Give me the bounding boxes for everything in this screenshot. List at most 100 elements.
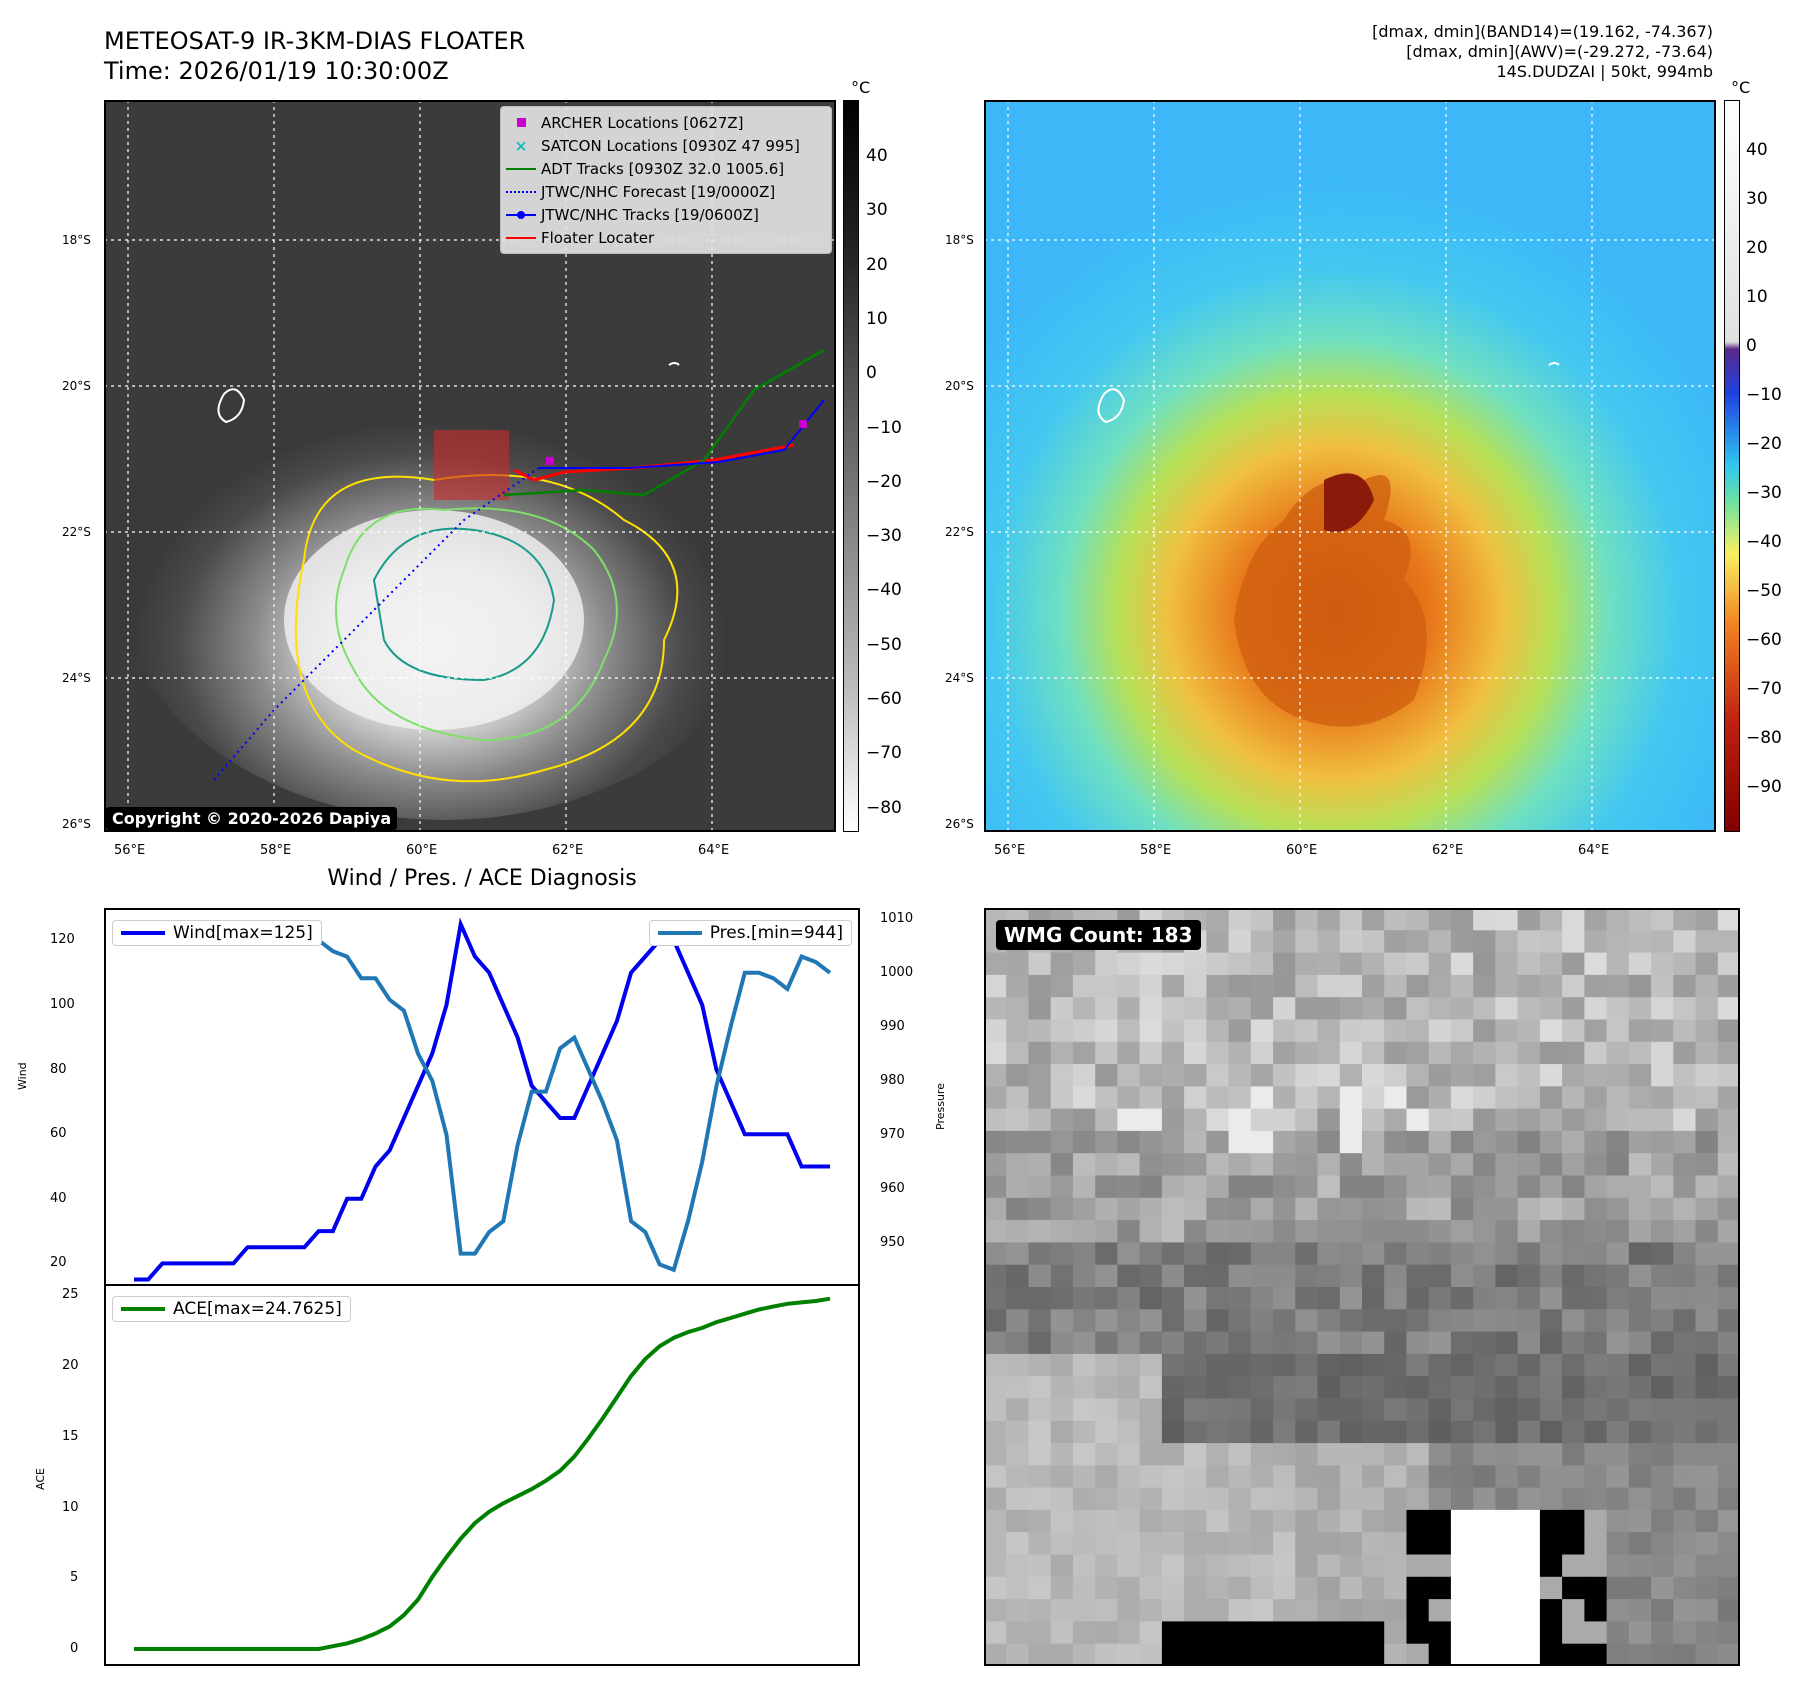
wmg-cell: [1295, 1376, 1319, 1400]
wmg-cell: [1139, 1420, 1163, 1444]
wmg-cell: [1072, 1108, 1096, 1132]
x-marker-icon: ×: [514, 136, 528, 155]
wmg-cell: [1651, 1487, 1674, 1511]
wmg-cell: [1695, 1264, 1719, 1288]
wmg-cell: [1450, 952, 1474, 976]
wmg-cell: [1050, 1086, 1074, 1110]
wmg-cell: [1228, 1086, 1252, 1110]
wmg-cell: [1695, 1331, 1719, 1355]
wmg-cell: [1406, 1242, 1430, 1266]
wmg-cell: [1450, 1175, 1474, 1199]
wmg-cell: [1717, 1175, 1740, 1199]
wmg-cell: [1006, 1108, 1029, 1132]
wmg-cell: [1050, 1398, 1074, 1422]
wmg-cell: [1495, 1376, 1519, 1400]
wmg-cell: [1473, 1353, 1496, 1377]
wmg-cell: [1028, 1197, 1052, 1221]
wmg-cell: [1161, 1599, 1185, 1622]
pressure-tick-label: 1010: [880, 910, 914, 926]
wmg-cell: [1428, 1130, 1452, 1154]
wmg-cell: [1539, 1064, 1563, 1087]
wmg-cell: [1273, 1599, 1296, 1622]
wmg-cell: [1250, 1643, 1274, 1666]
wmg-cell: [1428, 1576, 1452, 1600]
wmg-cell: [1295, 1487, 1319, 1511]
wmg-cell: [1562, 1175, 1585, 1199]
wmg-cell: [1362, 1086, 1385, 1110]
wmg-cell: [1539, 930, 1563, 954]
wmg-cell: [1584, 1532, 1608, 1556]
wmg-cell: [984, 1086, 1007, 1110]
wmg-cell: [1028, 1376, 1052, 1400]
wmg-cell: [1384, 1576, 1407, 1600]
wmg-cell: [1095, 974, 1118, 998]
wmg-cell: [1072, 1220, 1096, 1243]
wmg-cell: [1072, 1621, 1096, 1645]
wmg-cell: [1050, 1465, 1074, 1489]
wmg-cell: [1628, 1420, 1652, 1444]
wmg-cell: [1050, 1420, 1074, 1444]
wmg-cell: [1473, 1175, 1496, 1199]
wmg-cell: [1651, 1420, 1674, 1444]
wmg-cell: [1295, 1621, 1319, 1645]
wmg-cell: [1161, 1086, 1185, 1110]
wmg-cell: [1339, 1487, 1363, 1511]
ir-colorbar: [843, 100, 859, 832]
wmg-cell: [1651, 1576, 1674, 1600]
wmg-cell: [1339, 908, 1363, 931]
wmg-cell: [1139, 1621, 1163, 1645]
wmg-cell: [1517, 1175, 1541, 1199]
wmg-cell: [984, 1130, 1007, 1154]
wmg-cell: [1517, 1130, 1541, 1154]
wmg-cell: [1161, 1041, 1185, 1065]
wmg-cell: [1117, 1264, 1141, 1288]
wmg-cell: [1695, 1064, 1719, 1087]
wmg-cell: [1428, 1554, 1452, 1578]
colorbar-tick-label: −10: [866, 417, 902, 438]
wmg-cell: [1317, 1242, 1341, 1266]
wmg-cell: [1695, 1554, 1719, 1578]
wmg-cell: [1050, 1309, 1074, 1333]
wmg-cell: [1228, 930, 1252, 954]
awv-map-frame: [984, 100, 1716, 832]
wmg-cell: [1384, 1599, 1407, 1622]
wmg-cell: [1206, 974, 1230, 998]
wmg-cell: [1695, 1576, 1719, 1600]
wmg-cell: [1184, 1153, 1207, 1177]
colorbar-tick-label: −90: [1746, 777, 1782, 797]
wmg-cell: [1250, 952, 1274, 976]
wmg-cell: [1206, 1599, 1230, 1622]
wmg-cell: [1006, 1443, 1029, 1466]
wmg-cell: [1517, 1398, 1541, 1422]
wmg-cell: [1450, 1420, 1474, 1444]
wmg-cell: [1673, 1509, 1697, 1533]
wmg-cell: [1273, 1309, 1296, 1333]
wmg-cell: [1628, 997, 1652, 1021]
wmg-cell: [1339, 930, 1363, 954]
wmg-cell: [1295, 1443, 1319, 1466]
wmg-cell: [1228, 1153, 1252, 1177]
wmg-cell: [1606, 908, 1630, 931]
wmg-cell: [1584, 1465, 1608, 1489]
ace-tick-label: 5: [70, 1570, 79, 1586]
wmg-cell: [1250, 1309, 1274, 1333]
wmg-cell: [1539, 1465, 1563, 1489]
wmg-cell: [1250, 930, 1274, 954]
wmg-cell: [1228, 1643, 1252, 1666]
wmg-cell: [1495, 997, 1519, 1021]
wmg-cell: [1250, 1264, 1274, 1288]
wmg-cell: [1117, 1019, 1141, 1043]
wmg-cell: [1717, 1064, 1740, 1087]
wmg-cell: [1695, 1197, 1719, 1221]
wmg-cell: [1428, 1153, 1452, 1177]
wmg-cell: [1295, 1398, 1319, 1422]
lat-label: 22°S: [945, 525, 974, 539]
wmg-cell: [1651, 952, 1674, 976]
pressure-tick-label: 1000: [880, 964, 914, 980]
wmg-cell: [1317, 1331, 1341, 1355]
wmg-cell: [1695, 1487, 1719, 1511]
wmg-cell: [1161, 1287, 1185, 1310]
wmg-cell: [1050, 1554, 1074, 1578]
wmg-cell: [1273, 1331, 1296, 1355]
wmg-cell: [1406, 1532, 1430, 1556]
